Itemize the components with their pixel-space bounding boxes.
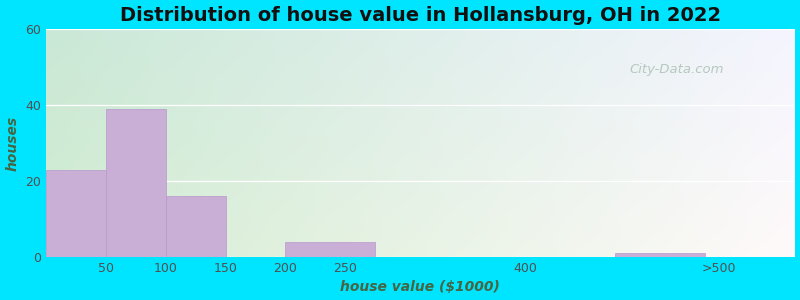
Text: City-Data.com: City-Data.com [630,64,724,76]
Bar [286,242,375,257]
Bar [614,253,705,257]
X-axis label: house value ($1000): house value ($1000) [340,280,500,294]
Bar [106,109,166,257]
Bar [46,169,106,257]
Y-axis label: houses: houses [6,116,19,170]
Title: Distribution of house value in Hollansburg, OH in 2022: Distribution of house value in Hollansbu… [119,6,721,25]
Bar [166,196,226,257]
